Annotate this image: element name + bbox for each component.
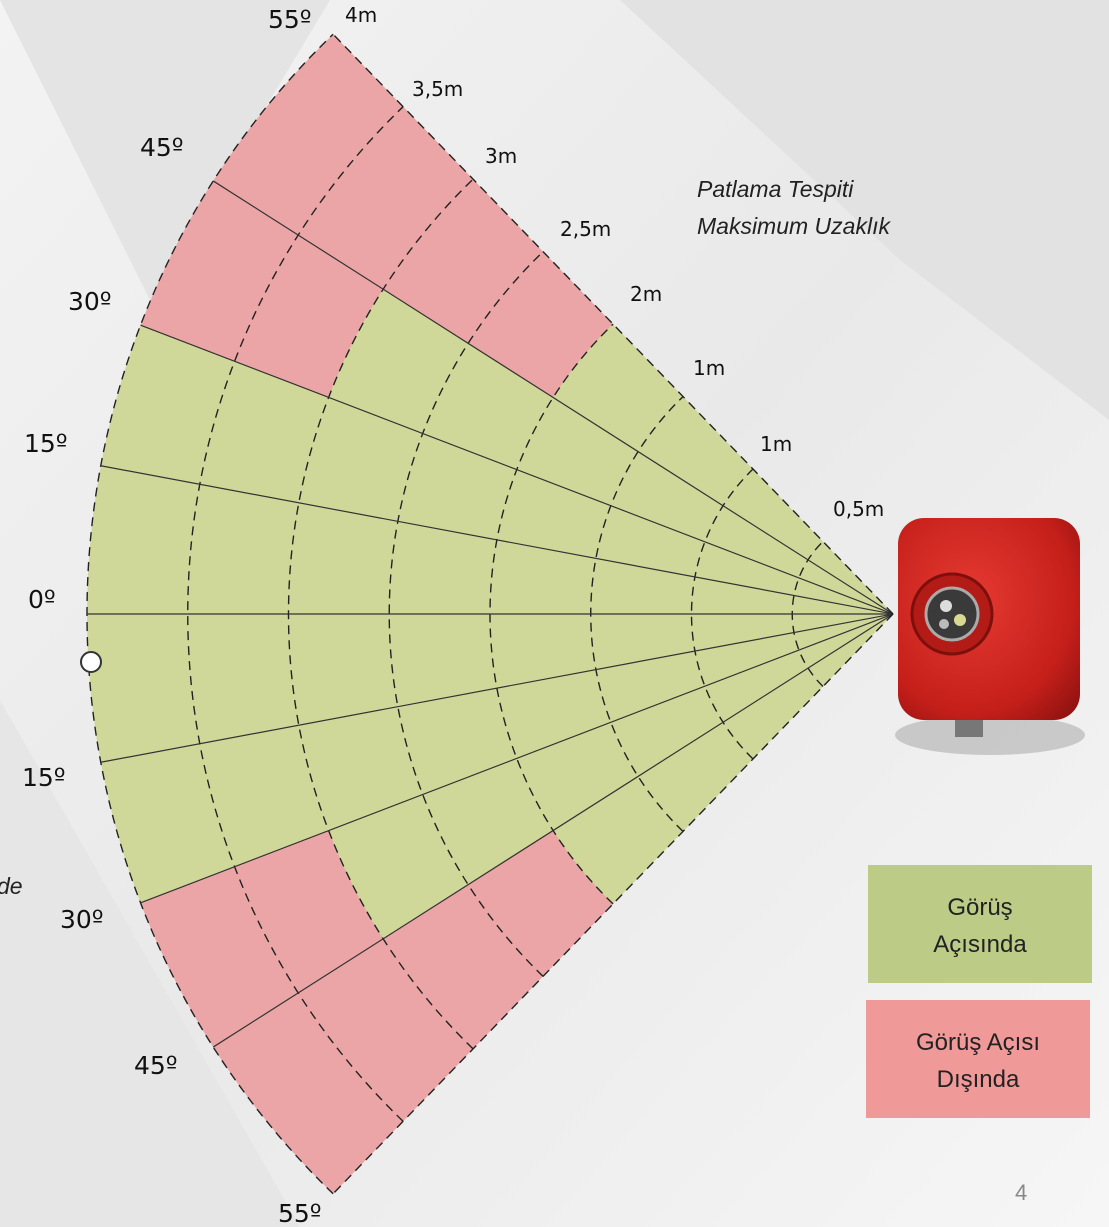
legend-label: Görüş [947,894,1012,921]
sensor [939,619,949,629]
zone-outside [140,830,384,1048]
sensor [940,600,952,612]
angle-line [140,324,894,615]
range-arc [690,468,754,760]
marker [80,651,102,673]
legend: Görüş Açısında Görüş Açısı Dışında [866,865,1092,1118]
zone-outside [213,34,614,398]
angle-line [140,613,894,904]
distance-label: 3m [485,144,517,168]
angle-label: 55º [278,1199,322,1227]
angle-label: 0º [28,585,56,614]
sensor [954,614,966,626]
angle-line [212,180,894,615]
distance-label: 2,5m [560,217,611,241]
cropped-text: de [0,873,23,899]
angle-label: 45º [140,133,184,162]
legend-label: Görüş Açısı [916,1029,1040,1056]
angle-label: 55º [268,5,312,34]
distance-label: 2m [630,282,662,306]
distance-labels: 4m 3,5m 3m 2,5m 2m 1m 1m 0,5m [345,3,884,521]
angle-label: 15º [22,763,66,792]
angle-label: 30º [60,905,104,934]
distance-label: 1m [760,432,792,456]
facet [620,0,1109,420]
angle-labels: 55º 45º 30º 15º 0º 15º 30º 45º 55º [22,5,322,1227]
distance-label: 3,5m [412,77,463,101]
distance-label: 4m [345,3,377,27]
legend-swatch [868,865,1092,983]
angle-line [100,465,894,615]
angle-line [100,613,894,763]
legend-swatch [866,1000,1090,1118]
sector [86,33,894,1195]
distance-label: 0,5m [833,497,884,521]
annotation: Maksimum Uzaklık [697,213,891,239]
lens [924,586,980,642]
distance-label: 1m [693,356,725,380]
page-number: 4 [1015,1180,1027,1205]
range-arc [388,251,544,977]
shadow [895,715,1085,755]
angle-label: 30º [68,287,112,316]
angle-label: 15º [24,429,68,458]
mount [955,715,983,737]
legend-label: Açısında [933,931,1027,958]
angle-line [212,613,894,1048]
zone-outside [140,180,384,398]
angle-label: 45º [134,1051,178,1080]
facet [0,700,300,1227]
annotation: Patlama Tespiti [697,176,854,202]
zone-outside [213,830,614,1194]
facet [0,0,330,300]
legend-label: Dışında [937,1066,1020,1093]
detector [895,518,1085,755]
